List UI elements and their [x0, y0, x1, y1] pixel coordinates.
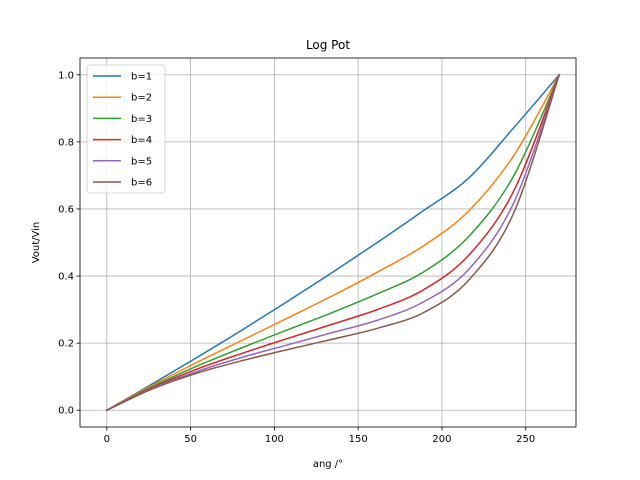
series-line-b-4 [105, 73, 561, 412]
x-tick-label: 200 [432, 434, 451, 445]
legend-box [86, 64, 166, 194]
y-tick-label: 0.6 [58, 204, 74, 215]
legend-label: b=5 [131, 156, 152, 167]
y-tick-label: 0.2 [58, 339, 74, 350]
y-tick-label: 0.0 [58, 406, 74, 417]
legend-label: b=2 [131, 93, 152, 104]
legend-label: b=6 [131, 178, 152, 189]
x-tick-label: 250 [516, 434, 535, 445]
x-tick-label: 0 [104, 434, 110, 445]
x-tick-label: 50 [184, 434, 197, 445]
series-line-b-6 [105, 73, 561, 412]
plot-frame [79, 57, 577, 428]
legend-label: b=3 [131, 114, 152, 125]
legend-label: b=4 [131, 135, 152, 146]
series-line-b-1 [105, 73, 561, 412]
y-tick-label: 0.4 [58, 272, 74, 283]
y-axis-label: Vout/Vin [31, 222, 42, 264]
legend: b=1 b=2 b=3 b=4 b=5 b=6 [86, 64, 166, 194]
legend-label: b=1 [131, 72, 152, 83]
series-line-b-5 [105, 73, 561, 412]
chart-title: Log Pot [306, 38, 350, 52]
series-line-b-2 [105, 73, 561, 412]
x-tick-label: 100 [265, 434, 284, 445]
x-tick-label: 150 [349, 434, 368, 445]
series-line-b-3 [105, 73, 561, 412]
x-axis-label: ang /° [313, 459, 343, 470]
y-tick-label: 1.0 [58, 70, 74, 81]
y-tick-label: 0.8 [58, 137, 74, 148]
